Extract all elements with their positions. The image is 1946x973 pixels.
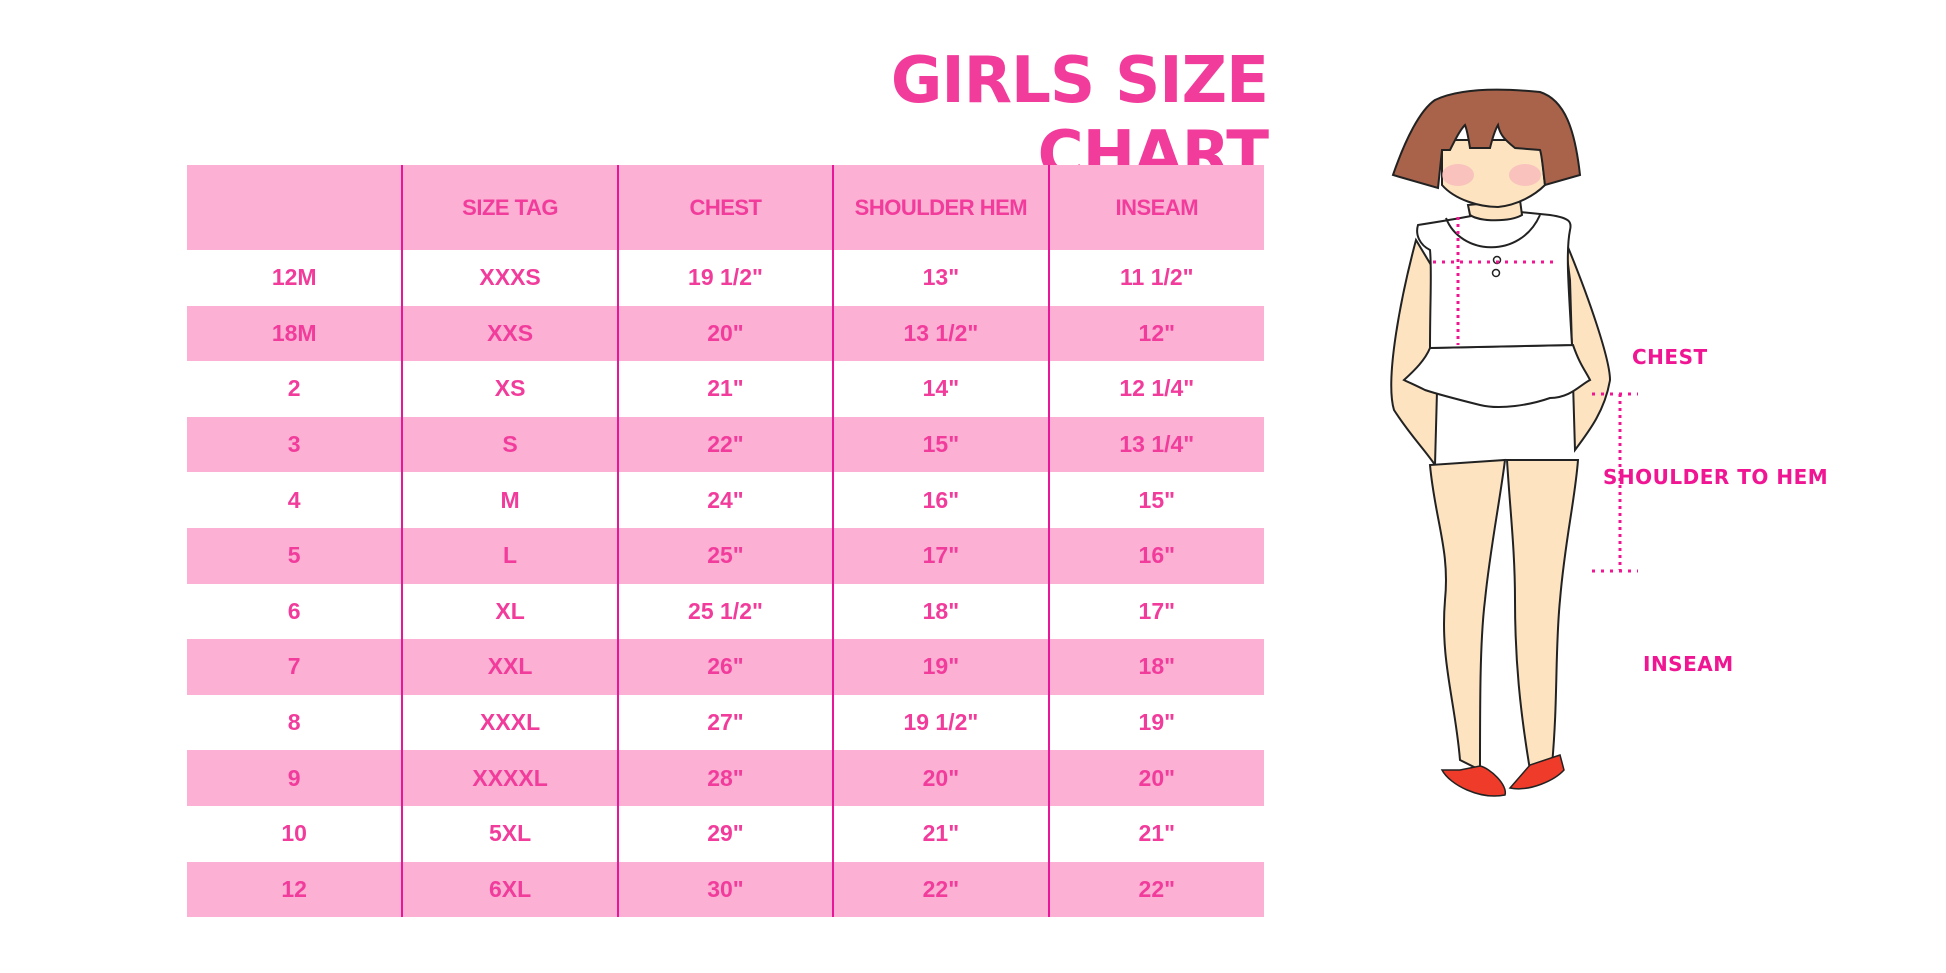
cell-shoulder-hem: 19 1/2"	[832, 694, 1049, 751]
cell-shoulder-hem: 13 1/2"	[832, 305, 1049, 362]
table-row: 18M XXS 20" 13 1/2" 12"	[187, 305, 1264, 362]
cell-chest: 24"	[616, 472, 834, 528]
cell-chest: 25"	[616, 527, 834, 584]
cell-shoulder-hem: 13"	[832, 250, 1049, 306]
cell-size-tag: XXXL	[401, 694, 618, 751]
cell-inseam: 16"	[1047, 527, 1264, 584]
cell-age: 18M	[187, 305, 403, 362]
cell-inseam: 18"	[1047, 639, 1264, 695]
cell-chest: 20"	[616, 305, 834, 362]
cell-inseam: 13 1/4"	[1047, 416, 1264, 473]
table-row: 12 6XL 30" 22" 22"	[187, 861, 1264, 918]
neckline	[1445, 214, 1541, 249]
cell-size-tag: 5XL	[401, 805, 618, 862]
cell-age: 9	[187, 750, 403, 806]
cell-chest: 25 1/2"	[616, 583, 834, 640]
table-row: 8 XXXL 27" 19 1/2" 19"	[187, 694, 1264, 751]
table-header-row: SIZE TAG CHEST SHOULDER HEM INSEAM	[187, 165, 1264, 250]
shoulder-to-hem-label: SHOULDER TO HEM	[1603, 465, 1829, 489]
header-age	[187, 165, 403, 250]
cell-chest: 22"	[616, 416, 834, 473]
right-shoe	[1508, 754, 1565, 790]
cell-size-tag: L	[401, 527, 618, 584]
table-row: 12M XXXS 19 1/2" 13" 11 1/2"	[187, 250, 1264, 306]
cell-size-tag: 6XL	[401, 861, 618, 918]
header-chest: CHEST	[616, 165, 834, 250]
cell-chest: 28"	[616, 750, 834, 806]
face	[1441, 139, 1547, 209]
header-inseam: INSEAM	[1047, 165, 1264, 250]
cell-shoulder-hem: 22"	[832, 861, 1049, 918]
cell-inseam: 17"	[1047, 583, 1264, 640]
cell-chest: 21"	[616, 361, 834, 417]
cell-size-tag: S	[401, 416, 618, 473]
cell-chest: 30"	[616, 861, 834, 918]
left-leg	[1428, 458, 1507, 772]
page-title: GIRLS SIZE CHART	[890, 44, 1269, 192]
cell-chest: 29"	[616, 805, 834, 862]
child-measurement-illustration	[1390, 88, 1638, 797]
hair	[1391, 88, 1582, 190]
table-row: 10 5XL 29" 21" 21"	[187, 805, 1264, 862]
table-row: 3 S 22" 15" 13 1/4"	[187, 416, 1264, 473]
cell-chest: 26"	[616, 639, 834, 695]
inseam-label: INSEAM	[1643, 652, 1734, 676]
chest-label: CHEST	[1632, 345, 1708, 369]
cell-age: 4	[287, 486, 301, 513]
cell-inseam: 22"	[1047, 861, 1264, 918]
cell-age: 2	[287, 375, 301, 402]
cell-age: 12	[187, 861, 403, 918]
cell-shoulder-hem: 21"	[832, 805, 1049, 862]
dress-top	[1416, 208, 1574, 350]
cell-shoulder-hem: 20"	[832, 750, 1049, 806]
cell-chest: 19 1/2"	[616, 250, 834, 306]
cell-age: 12M	[271, 264, 317, 291]
left-cheek	[1442, 164, 1474, 186]
table-row: 6 XL 25 1/2" 18" 17"	[187, 583, 1264, 640]
cell-inseam: 12 1/4"	[1047, 361, 1264, 417]
cell-inseam: 11 1/2"	[1047, 250, 1264, 306]
table-row: 5 L 25" 17" 16"	[187, 527, 1264, 584]
cell-size-tag: XXL	[401, 639, 618, 695]
cell-shoulder-hem: 19"	[832, 639, 1049, 695]
table-row: 4 M 24" 16" 15"	[187, 472, 1264, 528]
cell-size-tag: XXS	[401, 305, 618, 362]
cell-inseam: 15"	[1047, 472, 1264, 528]
button	[1491, 268, 1501, 278]
cell-inseam: 21"	[1047, 805, 1264, 862]
left-arm	[1390, 237, 1442, 469]
cell-shoulder-hem: 17"	[832, 527, 1049, 584]
left-shoe	[1440, 765, 1506, 797]
table-row: 7 XXL 26" 19" 18"	[187, 639, 1264, 695]
cell-size-tag: XXXS	[401, 250, 618, 306]
cell-shoulder-hem: 16"	[832, 472, 1049, 528]
cell-chest: 27"	[616, 694, 834, 751]
size-chart-table: SIZE TAG CHEST SHOULDER HEM INSEAM 12M XX…	[187, 165, 1264, 918]
cell-shoulder-hem: 15"	[832, 416, 1049, 473]
cell-inseam: 12"	[1047, 305, 1264, 362]
cell-inseam: 20"	[1047, 750, 1264, 806]
cell-size-tag: M	[401, 472, 618, 528]
header-shoulder-hem: SHOULDER HEM	[832, 165, 1049, 250]
cell-shoulder-hem: 18"	[832, 583, 1049, 640]
dress-skirt	[1402, 343, 1592, 408]
cell-age: 10	[281, 820, 307, 847]
cell-inseam: 19"	[1047, 694, 1264, 751]
cell-age: 3	[187, 416, 403, 473]
cell-age: 7	[187, 639, 403, 695]
cell-age: 5	[187, 527, 403, 584]
right-leg	[1505, 459, 1580, 772]
cell-size-tag: XS	[401, 361, 618, 417]
table-row: 2 XS 21" 14" 12 1/4"	[187, 361, 1264, 417]
right-cheek	[1509, 164, 1541, 186]
cell-shoulder-hem: 14"	[832, 361, 1049, 417]
cell-size-tag: XXXXL	[401, 750, 618, 806]
cell-age: 6	[287, 597, 301, 624]
table-row: 9 XXXXL 28" 20" 20"	[187, 750, 1264, 806]
cell-age: 8	[287, 709, 301, 736]
header-size-tag: SIZE TAG	[401, 165, 618, 250]
right-arm	[1564, 239, 1612, 453]
cell-size-tag: XL	[401, 583, 618, 640]
